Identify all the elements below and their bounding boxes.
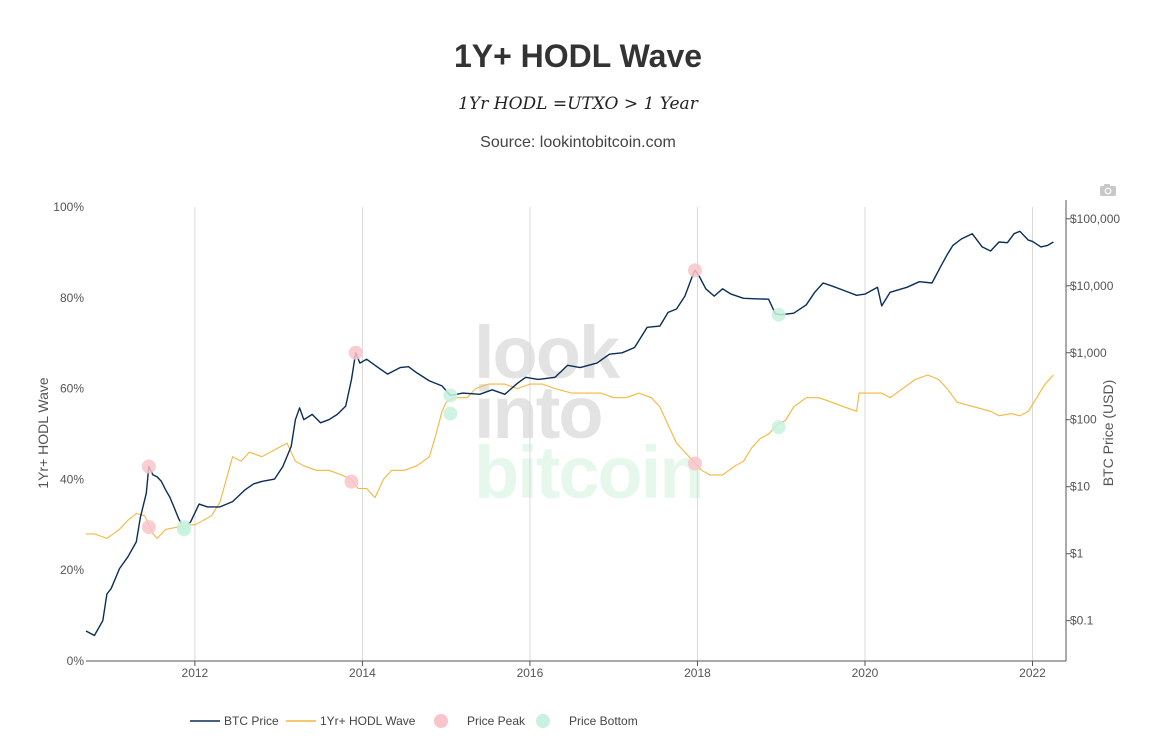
price-peak-marker-2 (348, 345, 363, 360)
right-axis-ticks: $0.1 $1 $10 $100 $1,000 $10,000 $100,000 (1066, 212, 1120, 628)
chart-subtitle: 1Yr HODL =UTXO > 1 Year (458, 94, 698, 114)
left-axis-title: 1Yr+ HODL Wave (35, 377, 51, 489)
legend-price-peak-label: Price Peak (467, 714, 526, 728)
right-tick-label-6: $100,000 (1070, 212, 1120, 226)
x-tick-label-2022: 2022 (1019, 666, 1046, 680)
price-bottom-marker-2 (443, 388, 458, 403)
right-tick-label-5: $10,000 (1070, 279, 1114, 293)
right-tick-label-1: $1 (1070, 547, 1084, 561)
legend-price-peak-swatch (434, 714, 448, 728)
legend-price-bottom-label: Price Bottom (569, 714, 638, 728)
right-tick-label-4: $1,000 (1070, 346, 1107, 360)
left-tick-label-80: 80% (60, 291, 84, 305)
right-tick-label-2: $10 (1070, 480, 1090, 494)
x-tick-label-2018: 2018 (684, 666, 711, 680)
price-peak-marker-3 (344, 474, 359, 489)
left-tick-label-100: 100% (53, 200, 84, 214)
legend-hodl-wave-label: 1Yr+ HODL Wave (320, 714, 416, 728)
price-bottom-marker-4 (771, 307, 786, 322)
series-line-hodl-wave (86, 374, 1054, 539)
left-axis-ticks: 0% 20% 40% 60% 80% 100% (53, 200, 84, 668)
x-tick-label-2016: 2016 (517, 666, 544, 680)
left-tick-label-60: 60% (60, 382, 84, 396)
x-tick-label-2012: 2012 (182, 666, 209, 680)
left-tick-label-40: 40% (60, 472, 84, 486)
price-bottom-marker-3 (443, 406, 458, 421)
watermark-bitcoin: bitcoin (474, 431, 703, 514)
camera-icon[interactable] (1099, 183, 1117, 197)
vertical-gridlines (194, 207, 1033, 661)
chart-source: Source: lookintobitcoin.com (480, 134, 676, 151)
legend: BTC Price 1Yr+ HODL Wave Price Peak Price B… (190, 714, 638, 728)
price-bottom-marker-5 (771, 420, 786, 435)
x-tick-label-2014: 2014 (349, 666, 376, 680)
price-peak-marker-0 (141, 459, 156, 474)
watermark-look: look (474, 311, 621, 394)
price-peak-marker-4 (687, 263, 702, 278)
x-axis-ticks: 2012 2014 2016 2018 2020 2022 (182, 661, 1046, 680)
legend-btc-price-label: BTC Price (224, 714, 279, 728)
marker-layer (141, 263, 786, 537)
left-tick-label-20: 20% (60, 563, 84, 577)
price-peak-marker-5 (687, 456, 702, 471)
right-axis-title: BTC Price (USD) (1100, 380, 1116, 487)
price-bottom-marker-1 (177, 520, 191, 535)
left-tick-label-0: 0% (67, 654, 85, 668)
price-peak-marker-1 (141, 520, 156, 535)
x-tick-label-2020: 2020 (852, 666, 879, 680)
right-tick-label-0: $0.1 (1070, 614, 1094, 628)
watermark-logo: look into bitcoin (474, 311, 705, 514)
chart-title: 1Y+ HODL Wave (453, 38, 703, 74)
right-tick-label-3: $100 (1070, 413, 1097, 427)
watermark-into: into (474, 371, 602, 454)
legend-price-bottom-swatch (536, 714, 550, 728)
